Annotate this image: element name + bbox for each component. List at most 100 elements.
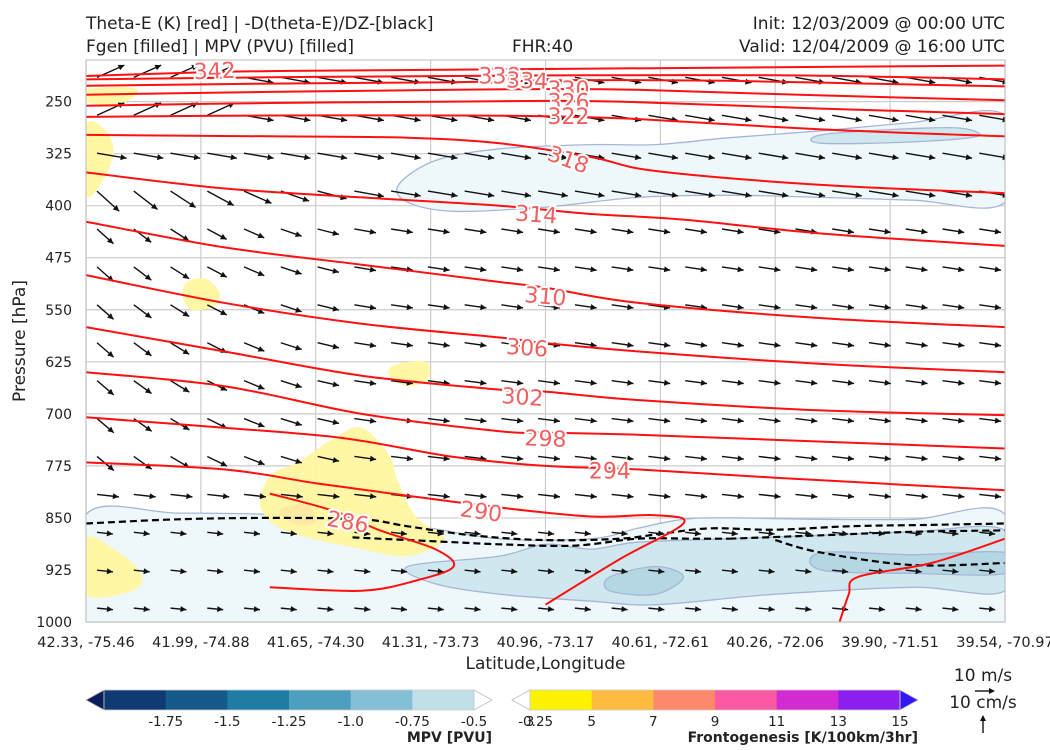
wind-arrow-head bbox=[768, 606, 775, 613]
y-tick-label: 700 bbox=[45, 407, 72, 423]
wind-arrow bbox=[868, 417, 891, 424]
wind-arrow-head bbox=[855, 154, 862, 161]
wind-arrow-head bbox=[257, 308, 265, 314]
wind-arrow bbox=[317, 304, 340, 312]
wind-arrow bbox=[96, 493, 119, 500]
wind-arrow bbox=[96, 342, 115, 358]
wind-arrow bbox=[280, 493, 303, 500]
wind-arrow-head bbox=[700, 341, 707, 348]
wind-arrow bbox=[942, 455, 965, 462]
wind-arrow bbox=[905, 266, 928, 273]
wind-arrow-head bbox=[480, 304, 487, 311]
wind-arrow-head bbox=[437, 568, 444, 575]
chart-title-line2: Fgen [filled] | MPV (PVU) [filled] bbox=[86, 37, 355, 57]
wind-arrow-head bbox=[811, 493, 818, 500]
wind-arrow-head bbox=[590, 455, 597, 462]
wind-arrow-head bbox=[295, 458, 302, 464]
theta-e-contour bbox=[86, 326, 1005, 417]
wind-arrow bbox=[464, 228, 487, 235]
wind-arrow bbox=[538, 606, 555, 613]
theta-e-contour bbox=[86, 99, 1005, 116]
wind-arrow-head bbox=[443, 304, 450, 311]
wind-arrow bbox=[280, 228, 302, 238]
wind-arrow-head bbox=[957, 304, 965, 311]
colorbar-extend-left bbox=[511, 689, 531, 711]
wind-arrow bbox=[832, 455, 855, 462]
wind-arrow-head bbox=[156, 154, 164, 161]
wind-arrow bbox=[721, 114, 752, 123]
wind-arrow-head bbox=[253, 568, 260, 575]
wind-arrow-head bbox=[921, 304, 928, 311]
theta-e-label: 310 bbox=[523, 283, 567, 312]
wind-arrow bbox=[905, 455, 928, 462]
wind-arrow-head bbox=[745, 116, 752, 123]
wind-arrow-head bbox=[810, 379, 818, 386]
wind-arrow bbox=[611, 568, 628, 575]
wind-arrow bbox=[170, 606, 187, 613]
wind-arrow bbox=[648, 606, 665, 613]
theta-e-contour bbox=[86, 416, 1005, 492]
wind-arrow bbox=[501, 379, 524, 386]
wind-arrow bbox=[795, 568, 812, 575]
x-tick-label: 41.65, -74.30 bbox=[267, 635, 364, 651]
theta-e-label: 302 bbox=[501, 384, 545, 412]
wind-arrow bbox=[648, 379, 671, 386]
wind-arrow bbox=[979, 455, 1002, 462]
wind-arrow bbox=[133, 152, 164, 161]
theta-e-label: 326 bbox=[547, 91, 589, 116]
wind-arrow-head bbox=[400, 530, 408, 537]
wind-arrow-head bbox=[182, 386, 190, 393]
colorbar-cell bbox=[838, 690, 901, 710]
wind-arrow bbox=[354, 190, 384, 199]
wind-arrow bbox=[905, 568, 922, 575]
wind-arrow-head bbox=[332, 230, 339, 236]
wind-arrow-head bbox=[516, 266, 524, 273]
theta-e-label: 322 bbox=[547, 105, 589, 130]
wind-arrow-head bbox=[627, 228, 634, 235]
wind-arrow-head bbox=[406, 341, 413, 348]
wind-arrow bbox=[721, 190, 752, 198]
wind-arrow bbox=[758, 152, 789, 161]
wind-arrow-head bbox=[553, 228, 560, 235]
wind-arrow-head bbox=[516, 493, 524, 500]
colorbar-frame bbox=[529, 689, 901, 711]
wind-arrow bbox=[758, 455, 781, 462]
plot-frame bbox=[85, 59, 1006, 623]
wind-arrow-head bbox=[663, 455, 671, 462]
wind-arrow bbox=[721, 493, 744, 500]
wind-arrow bbox=[354, 530, 371, 537]
wind-arrow-head bbox=[327, 568, 334, 575]
wind-arrow-head bbox=[120, 154, 127, 161]
wind-arrow-head bbox=[216, 530, 224, 537]
wind-arrow bbox=[685, 379, 708, 386]
colorbar-cell bbox=[289, 690, 352, 710]
wind-arrow bbox=[427, 304, 450, 311]
wind-arrow-head bbox=[921, 228, 928, 235]
wind-arrow-head bbox=[847, 341, 855, 348]
wind-arrow bbox=[795, 341, 818, 348]
wind-arrow bbox=[942, 114, 973, 123]
wind-arrow-head bbox=[451, 191, 458, 198]
wind-arrow bbox=[538, 379, 561, 386]
wind-arrow-head bbox=[731, 606, 738, 613]
wind-arrow bbox=[243, 152, 274, 161]
x-tick-label: 40.96, -73.17 bbox=[497, 635, 594, 651]
wind-arrow bbox=[464, 606, 481, 613]
theta-e-contour bbox=[86, 461, 686, 606]
wind-arrow-head bbox=[915, 530, 922, 537]
wind-arrow bbox=[170, 380, 190, 393]
wind-arrow bbox=[538, 568, 555, 575]
wind-arrow-head bbox=[406, 455, 413, 462]
stability-contour bbox=[86, 516, 1005, 542]
wind-arrow-head bbox=[671, 191, 679, 198]
wind-arrow-head bbox=[182, 348, 190, 355]
wind-arrow bbox=[427, 455, 450, 462]
wind-arrow-head bbox=[107, 313, 114, 320]
wind-arrow-head bbox=[847, 304, 855, 311]
wind-arrow-head bbox=[117, 64, 125, 71]
wind-arrow-head bbox=[663, 266, 671, 273]
wind-arrow-head bbox=[295, 344, 302, 351]
wind-arrow bbox=[538, 266, 561, 273]
wind-arrow bbox=[832, 417, 855, 424]
wind-arrow-head bbox=[516, 455, 524, 462]
